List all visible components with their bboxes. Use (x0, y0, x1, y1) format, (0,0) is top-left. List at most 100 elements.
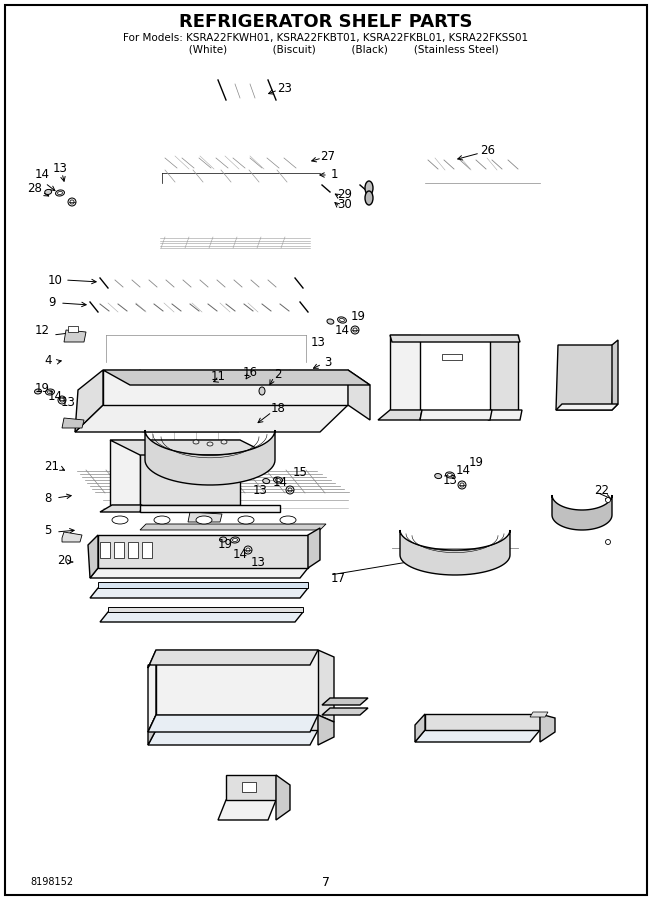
Ellipse shape (365, 191, 373, 205)
Polygon shape (114, 542, 124, 558)
Text: 1: 1 (331, 168, 338, 182)
Text: 13: 13 (443, 473, 458, 487)
Polygon shape (322, 698, 368, 705)
Text: 15: 15 (293, 465, 308, 479)
Polygon shape (218, 800, 276, 820)
Polygon shape (62, 418, 84, 428)
Text: 4: 4 (44, 354, 52, 366)
Polygon shape (322, 708, 368, 715)
Polygon shape (488, 410, 522, 420)
Polygon shape (140, 440, 240, 505)
Text: REFRIGERATOR SHELF PARTS: REFRIGERATOR SHELF PARTS (179, 13, 473, 31)
Text: 22: 22 (595, 483, 610, 497)
Text: 5: 5 (44, 524, 52, 536)
Polygon shape (308, 528, 320, 568)
Ellipse shape (351, 326, 359, 334)
Text: 19: 19 (35, 382, 50, 394)
Polygon shape (156, 715, 318, 730)
Text: 19: 19 (351, 310, 366, 323)
Polygon shape (98, 582, 308, 588)
Ellipse shape (46, 389, 55, 395)
Text: 3: 3 (324, 356, 332, 368)
Polygon shape (98, 535, 308, 568)
Ellipse shape (606, 539, 610, 544)
Polygon shape (378, 410, 422, 420)
Polygon shape (318, 650, 334, 722)
Ellipse shape (196, 516, 212, 524)
Text: 14: 14 (273, 475, 288, 489)
Ellipse shape (447, 473, 452, 476)
Text: 13: 13 (252, 483, 267, 497)
Polygon shape (490, 335, 518, 410)
Ellipse shape (35, 389, 42, 394)
Polygon shape (390, 335, 520, 342)
Ellipse shape (60, 398, 64, 402)
Polygon shape (226, 775, 276, 800)
Ellipse shape (263, 479, 270, 483)
Polygon shape (612, 340, 618, 410)
Text: 7: 7 (322, 876, 330, 888)
Ellipse shape (286, 486, 294, 494)
Text: 17: 17 (331, 572, 346, 584)
Text: 18: 18 (271, 401, 286, 415)
Polygon shape (90, 588, 308, 598)
Text: 20: 20 (57, 554, 72, 566)
Text: 9: 9 (48, 296, 56, 310)
Polygon shape (552, 495, 612, 530)
Text: 11: 11 (211, 371, 226, 383)
Polygon shape (68, 326, 78, 332)
Text: 26: 26 (481, 143, 496, 157)
Ellipse shape (259, 387, 265, 395)
Polygon shape (128, 542, 138, 558)
Text: 8198152: 8198152 (30, 877, 73, 887)
Ellipse shape (338, 317, 346, 323)
Ellipse shape (48, 391, 53, 393)
Polygon shape (390, 335, 420, 410)
Text: 13: 13 (61, 395, 76, 409)
Text: 14: 14 (334, 323, 349, 337)
Polygon shape (100, 612, 303, 622)
Ellipse shape (445, 472, 454, 478)
Text: 21: 21 (44, 460, 59, 473)
Polygon shape (242, 782, 256, 792)
Text: 13: 13 (53, 161, 67, 175)
Polygon shape (148, 715, 318, 732)
Ellipse shape (365, 181, 373, 195)
Text: 14: 14 (48, 390, 63, 402)
Polygon shape (140, 524, 326, 530)
Ellipse shape (221, 440, 227, 444)
Polygon shape (442, 354, 462, 360)
Polygon shape (530, 712, 548, 717)
Polygon shape (90, 568, 308, 578)
Polygon shape (62, 532, 82, 542)
Text: 10: 10 (48, 274, 63, 286)
Text: 19: 19 (469, 455, 484, 469)
Polygon shape (348, 370, 370, 420)
Text: 19: 19 (218, 538, 233, 552)
Ellipse shape (68, 198, 76, 206)
Ellipse shape (435, 473, 441, 479)
Text: 28: 28 (27, 182, 42, 194)
Ellipse shape (276, 479, 280, 482)
Text: 30: 30 (338, 199, 352, 212)
Ellipse shape (154, 516, 170, 524)
Polygon shape (140, 505, 280, 512)
Text: 14: 14 (233, 548, 248, 562)
Text: 13: 13 (250, 555, 265, 569)
Text: 29: 29 (338, 188, 353, 202)
Ellipse shape (274, 477, 282, 483)
Polygon shape (556, 345, 614, 410)
Ellipse shape (458, 481, 466, 489)
Ellipse shape (246, 548, 250, 552)
Ellipse shape (220, 537, 226, 542)
Text: 23: 23 (278, 82, 293, 94)
Polygon shape (148, 650, 156, 732)
Polygon shape (64, 330, 86, 342)
Ellipse shape (460, 483, 464, 487)
Text: 8: 8 (44, 491, 52, 505)
Text: (White)              (Biscuit)           (Black)        (Stainless Steel): (White) (Biscuit) (Black) (Stainless Ste… (153, 45, 499, 55)
Polygon shape (540, 714, 555, 742)
Ellipse shape (58, 396, 66, 404)
Polygon shape (108, 607, 303, 612)
Polygon shape (103, 370, 370, 385)
